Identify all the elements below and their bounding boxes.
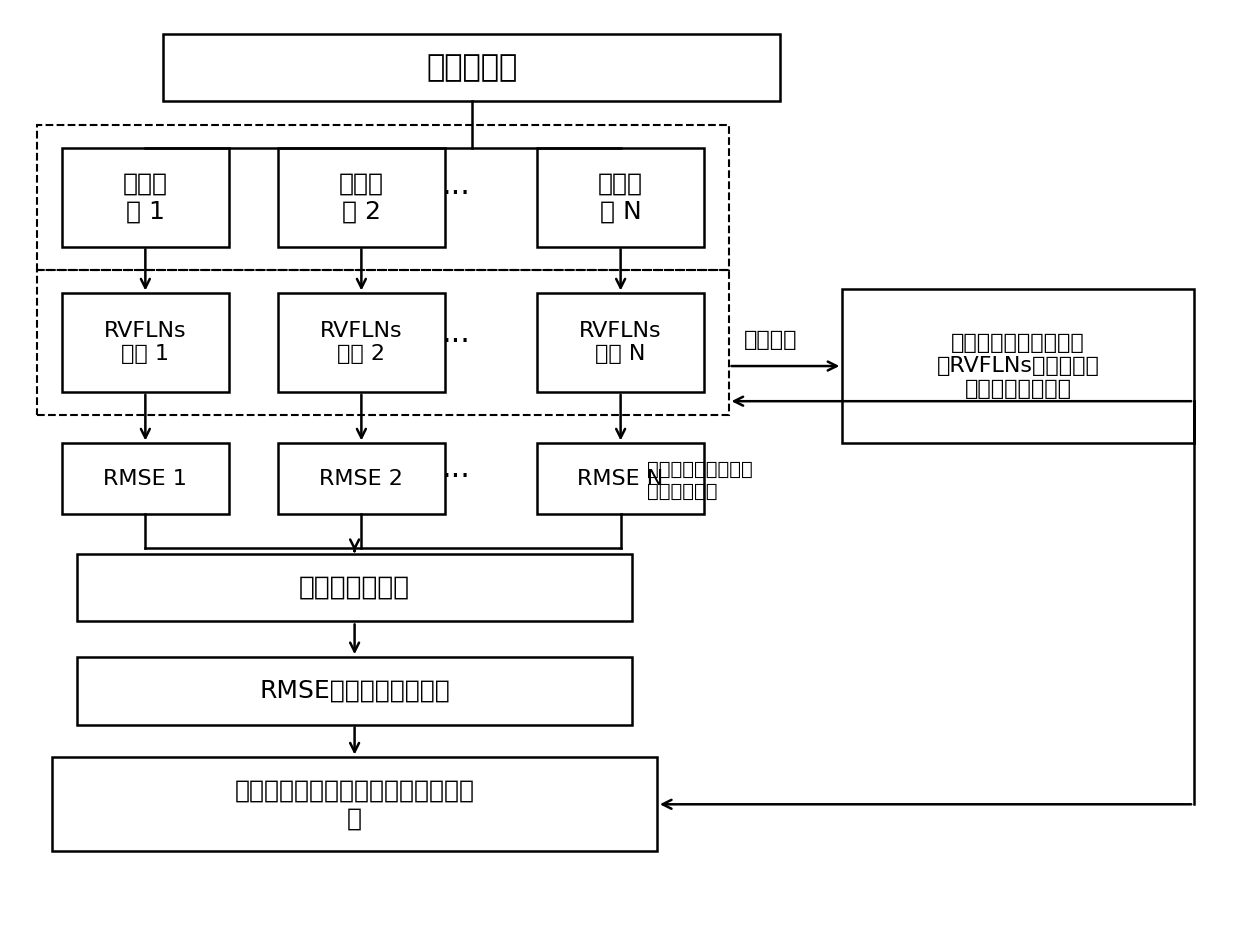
Text: ···: ··· [441, 180, 470, 209]
Text: RVFLNs
模型 2: RVFLNs 模型 2 [320, 321, 403, 364]
Text: 核密度估计方法: 核密度估计方法 [299, 574, 410, 601]
FancyBboxPatch shape [278, 293, 445, 392]
Text: RVFLNs
模型 N: RVFLNs 模型 N [579, 321, 662, 364]
Text: 子样本
集 N: 子样本 集 N [598, 172, 644, 223]
Text: 样本数据集: 样本数据集 [427, 53, 517, 82]
Text: ···: ··· [441, 463, 470, 491]
FancyBboxPatch shape [537, 293, 704, 392]
FancyBboxPatch shape [52, 757, 657, 852]
Text: 加权求和: 加权求和 [744, 330, 797, 350]
FancyBboxPatch shape [62, 148, 228, 246]
FancyBboxPatch shape [164, 34, 780, 101]
Text: 用每个子模型的概率
进行权重分配: 用每个子模型的概率 进行权重分配 [647, 460, 753, 502]
Text: RMSE 1: RMSE 1 [103, 469, 187, 488]
Text: RVFLNs
模型 1: RVFLNs 模型 1 [104, 321, 187, 364]
Text: RMSE 2: RMSE 2 [320, 469, 403, 488]
Text: ···: ··· [441, 327, 470, 356]
FancyBboxPatch shape [278, 148, 445, 246]
FancyBboxPatch shape [278, 443, 445, 514]
Text: 均方根误差概率加权集
成RVFLNs的多元铁水
质量在线预报模型: 均方根误差概率加权集 成RVFLNs的多元铁水 质量在线预报模型 [936, 333, 1100, 399]
Text: 每个子模型的均方根误差概率分布曲
线: 每个子模型的均方根误差概率分布曲 线 [234, 778, 475, 830]
FancyBboxPatch shape [62, 293, 228, 392]
FancyBboxPatch shape [62, 443, 228, 514]
Text: RMSE N: RMSE N [578, 469, 663, 488]
FancyBboxPatch shape [77, 657, 632, 724]
FancyBboxPatch shape [77, 554, 632, 621]
Text: RMSE集的概率密度曲线: RMSE集的概率密度曲线 [259, 679, 450, 703]
FancyBboxPatch shape [537, 443, 704, 514]
FancyBboxPatch shape [537, 148, 704, 246]
Text: 子样本
集 1: 子样本 集 1 [123, 172, 167, 223]
Text: 子样本
集 2: 子样本 集 2 [339, 172, 384, 223]
FancyBboxPatch shape [842, 289, 1194, 443]
